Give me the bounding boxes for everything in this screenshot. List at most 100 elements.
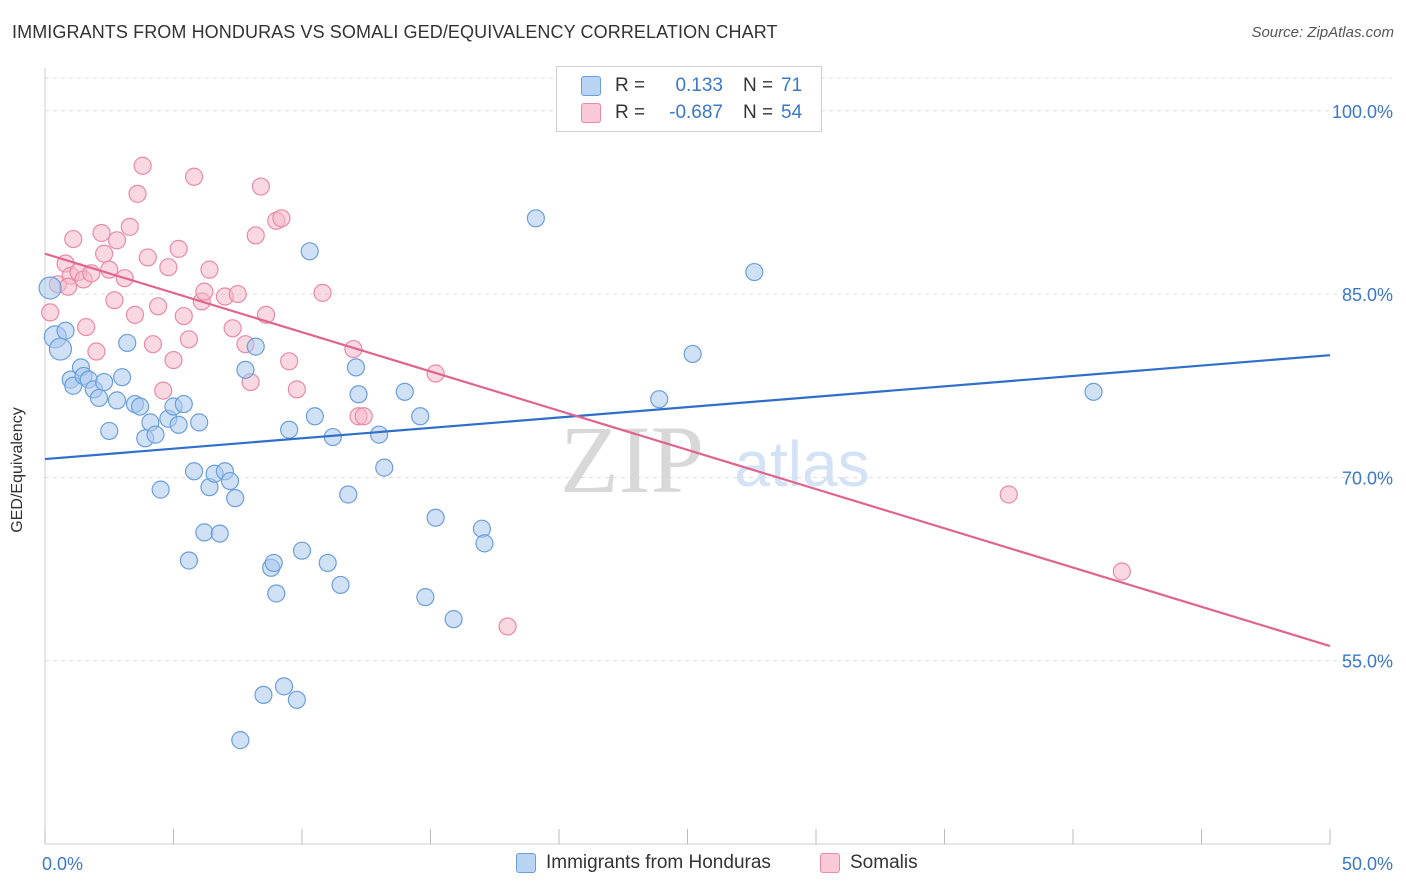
honduras-point — [683, 344, 702, 364]
somalis-point — [313, 283, 332, 302]
legend-r-label: R = — [615, 75, 646, 96]
y-tick-label: 70.0% — [1342, 468, 1393, 488]
x-tick-label-max: 50.0% — [1342, 854, 1393, 874]
watermark-zip: ZIP — [560, 406, 704, 513]
somalis-point — [999, 485, 1018, 504]
honduras-point — [112, 368, 132, 387]
somalis-point — [133, 156, 152, 175]
legend-swatch-pink — [581, 103, 601, 123]
somalis-point — [280, 352, 299, 371]
honduras-point — [89, 388, 109, 408]
somalis-trend-line — [44, 252, 1331, 648]
honduras-point — [280, 420, 299, 439]
honduras-point — [38, 276, 62, 300]
somalis-point — [223, 319, 242, 338]
honduras-point — [231, 731, 250, 750]
somalis-point — [498, 617, 517, 636]
somalis-point — [125, 305, 145, 324]
honduras-trend-line — [44, 354, 1331, 461]
y-axis-label: GED/Equivalency — [9, 407, 26, 533]
honduras-point — [146, 425, 165, 444]
honduras-point — [305, 407, 324, 426]
honduras-point — [264, 553, 283, 573]
somalis-point — [92, 223, 111, 243]
honduras-point — [1084, 382, 1103, 401]
legend-r-label: R = — [615, 102, 646, 123]
somalis-point — [179, 330, 199, 349]
honduras-point — [349, 385, 368, 404]
somalis-point — [184, 167, 204, 186]
honduras-point — [190, 413, 209, 432]
somalis-point — [251, 177, 270, 196]
chart-title: IMMIGRANTS FROM HONDURAS VS SOMALI GED/E… — [12, 22, 778, 42]
honduras-point — [195, 523, 214, 542]
somalis-point — [59, 277, 78, 296]
honduras-point — [339, 485, 358, 504]
watermark-atlas: atlas — [734, 428, 869, 500]
legend-item-somalis[interactable]: Somalis — [820, 852, 918, 874]
honduras-point — [236, 360, 255, 379]
somalis-point — [148, 297, 168, 316]
honduras-point — [107, 391, 127, 410]
legend-row-honduras: R = 0.133 N = 71 — [581, 74, 802, 98]
somalis-point — [107, 231, 127, 250]
legend-n-label: N = — [743, 102, 774, 123]
honduras-point — [169, 415, 188, 434]
honduras-point — [267, 584, 286, 603]
honduras-point — [650, 390, 669, 409]
somalis-point — [272, 209, 291, 228]
legend-n-value: 71 — [781, 75, 803, 96]
honduras-point — [274, 677, 294, 696]
somalis-point — [164, 350, 183, 370]
somalis-point — [344, 339, 363, 359]
honduras-point — [375, 458, 394, 477]
honduras-point — [346, 358, 366, 377]
honduras-point — [95, 372, 114, 392]
honduras-point — [100, 421, 119, 441]
somalis-point — [128, 184, 147, 203]
somalis-point — [287, 380, 306, 399]
somalis-point — [105, 291, 124, 310]
honduras-point — [254, 685, 273, 705]
honduras-point — [246, 337, 265, 356]
honduras-point — [220, 471, 240, 491]
honduras-point — [179, 551, 199, 570]
somalis-point — [41, 303, 60, 322]
legend-r-value: 0.133 — [675, 75, 723, 96]
honduras-point — [210, 524, 229, 543]
legend-item-honduras[interactable]: Immigrants from Honduras — [516, 852, 771, 874]
somalis-points — [41, 156, 1131, 636]
honduras-point — [226, 489, 245, 508]
honduras-point — [130, 397, 150, 416]
trend-lines — [44, 252, 1331, 648]
somalis-point — [64, 229, 83, 249]
somalis-point — [169, 239, 188, 258]
honduras-point — [426, 508, 445, 527]
legend-row-somalis: R = -0.687 N = 54 — [581, 101, 802, 125]
y-tick-label: 85.0% — [1342, 285, 1393, 305]
legend-swatch-blue — [516, 853, 536, 873]
somalis-point — [120, 217, 139, 236]
somalis-point — [143, 335, 163, 354]
honduras-point — [292, 541, 312, 560]
honduras-point — [331, 575, 350, 595]
somalis-point — [195, 282, 214, 301]
honduras-point — [48, 337, 73, 361]
somalis-point — [246, 226, 265, 245]
legend-swatch-blue — [581, 76, 601, 96]
honduras-point — [184, 462, 204, 481]
honduras-point — [174, 394, 193, 414]
somalis-point — [1112, 562, 1131, 581]
somalis-point — [174, 306, 193, 326]
legend-r-value: -0.687 — [669, 102, 723, 123]
honduras-point — [287, 690, 306, 709]
somalis-point — [95, 244, 114, 263]
x-tick-label-min: 0.0% — [42, 854, 83, 874]
honduras-point — [526, 209, 545, 228]
honduras-point — [118, 333, 137, 353]
honduras-point — [444, 610, 463, 629]
somalis-point — [138, 248, 157, 267]
honduras-point — [416, 588, 435, 607]
honduras-point — [411, 407, 430, 426]
tick-labels: 55.0% 70.0% 85.0% 100.0% 0.0% 50.0% — [42, 102, 1393, 874]
